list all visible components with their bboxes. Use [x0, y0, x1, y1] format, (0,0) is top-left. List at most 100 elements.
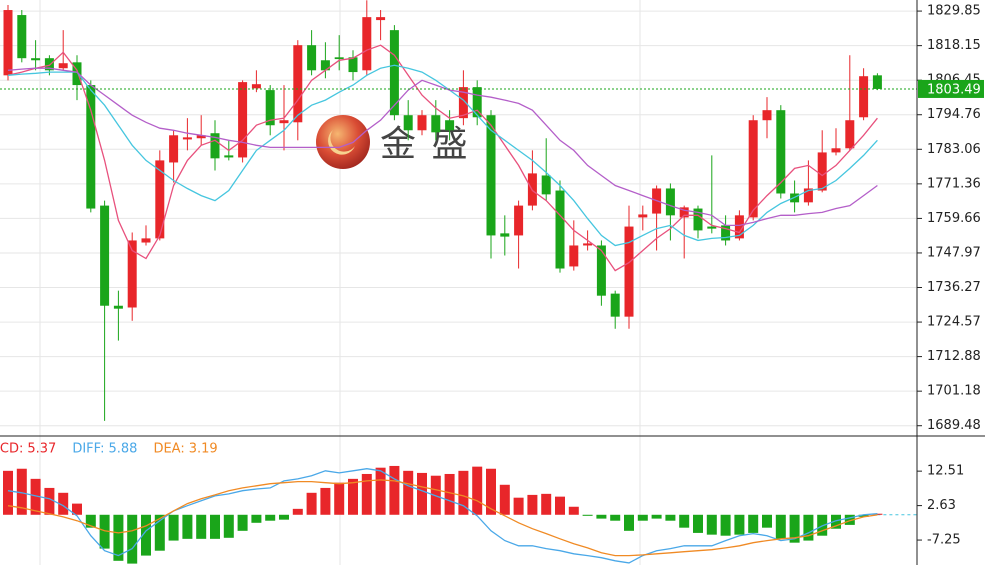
candle-body: [210, 133, 220, 159]
legend-name: MACD:: [0, 442, 23, 457]
candle-body: [638, 214, 648, 218]
y-tick-label: 1701.18: [927, 384, 981, 399]
candle-body: [431, 115, 441, 133]
y-tick-label: 1771.36: [927, 176, 981, 191]
logo: [316, 115, 370, 169]
current-price-box: [918, 79, 984, 98]
macd-bar: [403, 470, 414, 515]
macd-bar: [637, 514, 648, 521]
legend-value: 3.19: [189, 442, 218, 457]
macd-bar: [596, 514, 607, 519]
macd-bar: [210, 514, 220, 539]
y-tick-label: 1794.76: [927, 107, 981, 122]
candle-body: [72, 62, 82, 86]
vertical-grid: [39, 0, 641, 565]
y-tick-label: 1759.66: [927, 211, 981, 226]
candle-body: [320, 60, 330, 71]
y-tick-label: 1829.85: [927, 4, 981, 19]
candle-body: [334, 57, 344, 60]
macd-bar: [679, 514, 690, 528]
macd-bar: [389, 465, 400, 515]
candle-body: [86, 85, 96, 209]
macd-bar: [748, 514, 759, 533]
macd-bar: [803, 514, 814, 541]
macd-bar: [844, 514, 855, 525]
macd-bar: [555, 496, 565, 515]
macd-line: [7, 479, 878, 557]
candle-body: [293, 45, 303, 123]
candle-body: [389, 30, 399, 116]
macd-bar: [306, 492, 317, 515]
y-tick-label: 1724.57: [927, 315, 981, 330]
legend-value: 5.88: [108, 442, 137, 457]
candle-body: [127, 240, 137, 308]
candle-body: [238, 82, 248, 158]
macd-bar: [99, 514, 110, 549]
macd-bar: [279, 514, 289, 520]
macd-bar: [237, 514, 248, 531]
candle-body: [859, 76, 869, 118]
candle-body: [182, 137, 192, 140]
macd-bar: [168, 514, 179, 541]
candle-body: [224, 155, 234, 158]
candle-body: [362, 17, 372, 71]
grid-layer: [0, 10, 917, 427]
candle-body: [583, 243, 593, 246]
candle-body: [707, 226, 717, 229]
macd-bar: [44, 487, 55, 515]
macd-bar: [513, 497, 524, 515]
macd-bar: [541, 493, 552, 515]
candle-body: [169, 135, 179, 163]
candle-body: [265, 90, 275, 126]
y-tick-label: 1712.88: [927, 349, 981, 364]
macd-bar: [72, 503, 82, 515]
macd-bar: [375, 467, 386, 515]
candle-body: [279, 120, 289, 124]
macd-line: [7, 468, 878, 564]
macd-bar: [486, 468, 496, 515]
y-tick-label: 1736.27: [927, 280, 981, 295]
candle-body: [872, 75, 882, 89]
candle-body: [734, 215, 744, 239]
macd-bar: [444, 473, 455, 515]
candle-body: [251, 84, 261, 89]
candle-body: [624, 226, 634, 317]
macd-bar: [693, 514, 703, 533]
candle-body: [44, 58, 54, 71]
macd-bar: [251, 514, 262, 523]
macd-bar: [223, 514, 234, 538]
candle-body: [817, 152, 827, 191]
candle-body: [831, 148, 841, 153]
candle-body: [776, 110, 786, 194]
macd-bar: [610, 514, 621, 521]
macd-bar: [292, 508, 303, 515]
candle-body: [555, 190, 565, 269]
y-tick-label: 1818.15: [927, 38, 981, 53]
macd-bar: [141, 514, 151, 556]
y-tick-label: 2.63: [927, 498, 956, 513]
candle-body: [155, 160, 165, 239]
candle-body: [679, 207, 689, 218]
candle-body: [748, 120, 758, 218]
candle-body: [486, 115, 496, 236]
macd-bar: [85, 514, 96, 528]
macd-bar: [58, 492, 69, 515]
macd-bar: [334, 482, 345, 515]
candle-body: [17, 15, 27, 59]
candle-body: [403, 115, 413, 131]
macd-bar: [734, 514, 745, 535]
macd-bar: [182, 514, 193, 539]
macd-bar: [651, 514, 662, 519]
candle-body: [3, 10, 13, 76]
macd-bar: [499, 484, 510, 515]
macd-bar: [858, 514, 869, 517]
candle-body: [141, 238, 151, 243]
macd-bar: [706, 514, 717, 535]
macd-bar: [775, 514, 786, 539]
price-panel: [0, 0, 917, 421]
macd-bar: [196, 514, 207, 539]
macd-bar: [472, 466, 483, 515]
candle-body: [445, 120, 455, 131]
macd-bar: [127, 514, 138, 564]
